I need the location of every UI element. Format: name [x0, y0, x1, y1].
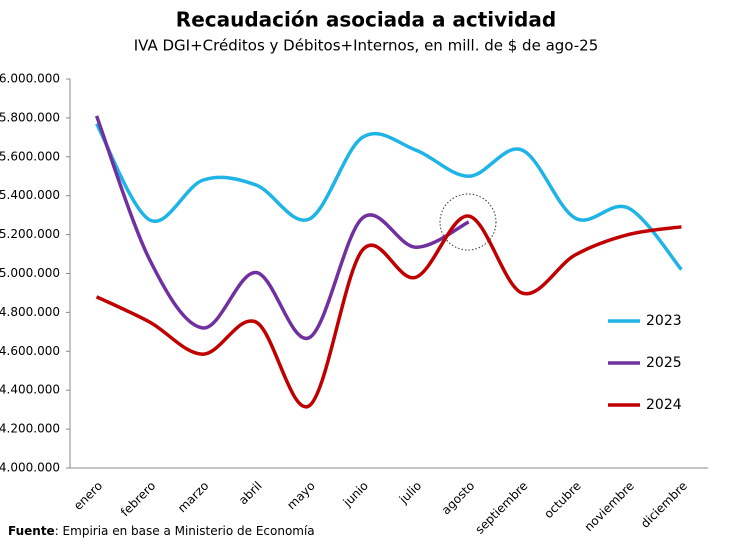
- x-tick-label: julio: [396, 479, 424, 507]
- line-series: [95, 122, 683, 271]
- line-series: [94, 115, 470, 340]
- y-tick-label: 6.000.000: [0, 72, 60, 86]
- x-tick-label: octubre: [541, 479, 583, 521]
- source-text: : Empiria en base a Ministerio de Econom…: [55, 524, 315, 538]
- x-tick-label: junio: [340, 479, 371, 510]
- highlight-circle: [439, 193, 497, 251]
- x-tick-label: marzo: [175, 479, 212, 516]
- y-tick-label: 4.800.000: [0, 305, 60, 319]
- y-tick-label: 5.000.000: [0, 266, 60, 280]
- x-tick-label: septiembre: [472, 479, 530, 537]
- line-series: [95, 214, 682, 409]
- chart-title: Recaudación asociada a actividad: [176, 8, 556, 32]
- source: Fuente: Empiria en base a Ministerio de …: [8, 524, 315, 538]
- x-tick-label: febrero: [118, 479, 159, 520]
- x-tick-label: diciembre: [638, 479, 690, 531]
- chart-subtitle: IVA DGI+Créditos y Débitos+Internos, en …: [134, 37, 599, 55]
- legend-label: 2023: [646, 313, 682, 329]
- x-tick-label: abril: [236, 479, 265, 508]
- legend-label: 2024: [646, 397, 682, 413]
- legend-label: 2025: [646, 355, 682, 371]
- x-tick-label: enero: [71, 479, 105, 513]
- x-tick-label: noviembre: [582, 479, 637, 534]
- y-tick-label: 5.800.000: [0, 110, 60, 124]
- x-tick-label: mayo: [284, 479, 318, 513]
- y-tick-label: 4.600.000: [0, 344, 60, 358]
- y-tick-label: 5.400.000: [0, 188, 60, 202]
- y-tick-label: 4.200.000: [0, 422, 60, 436]
- source-label: Fuente: [8, 524, 55, 538]
- y-tick-label: 4.000.000: [0, 461, 60, 475]
- y-tick-label: 4.400.000: [0, 383, 60, 397]
- y-tick-label: 5.600.000: [0, 149, 60, 163]
- y-tick-label: 5.200.000: [0, 227, 60, 241]
- x-tick-label: agosto: [439, 479, 478, 518]
